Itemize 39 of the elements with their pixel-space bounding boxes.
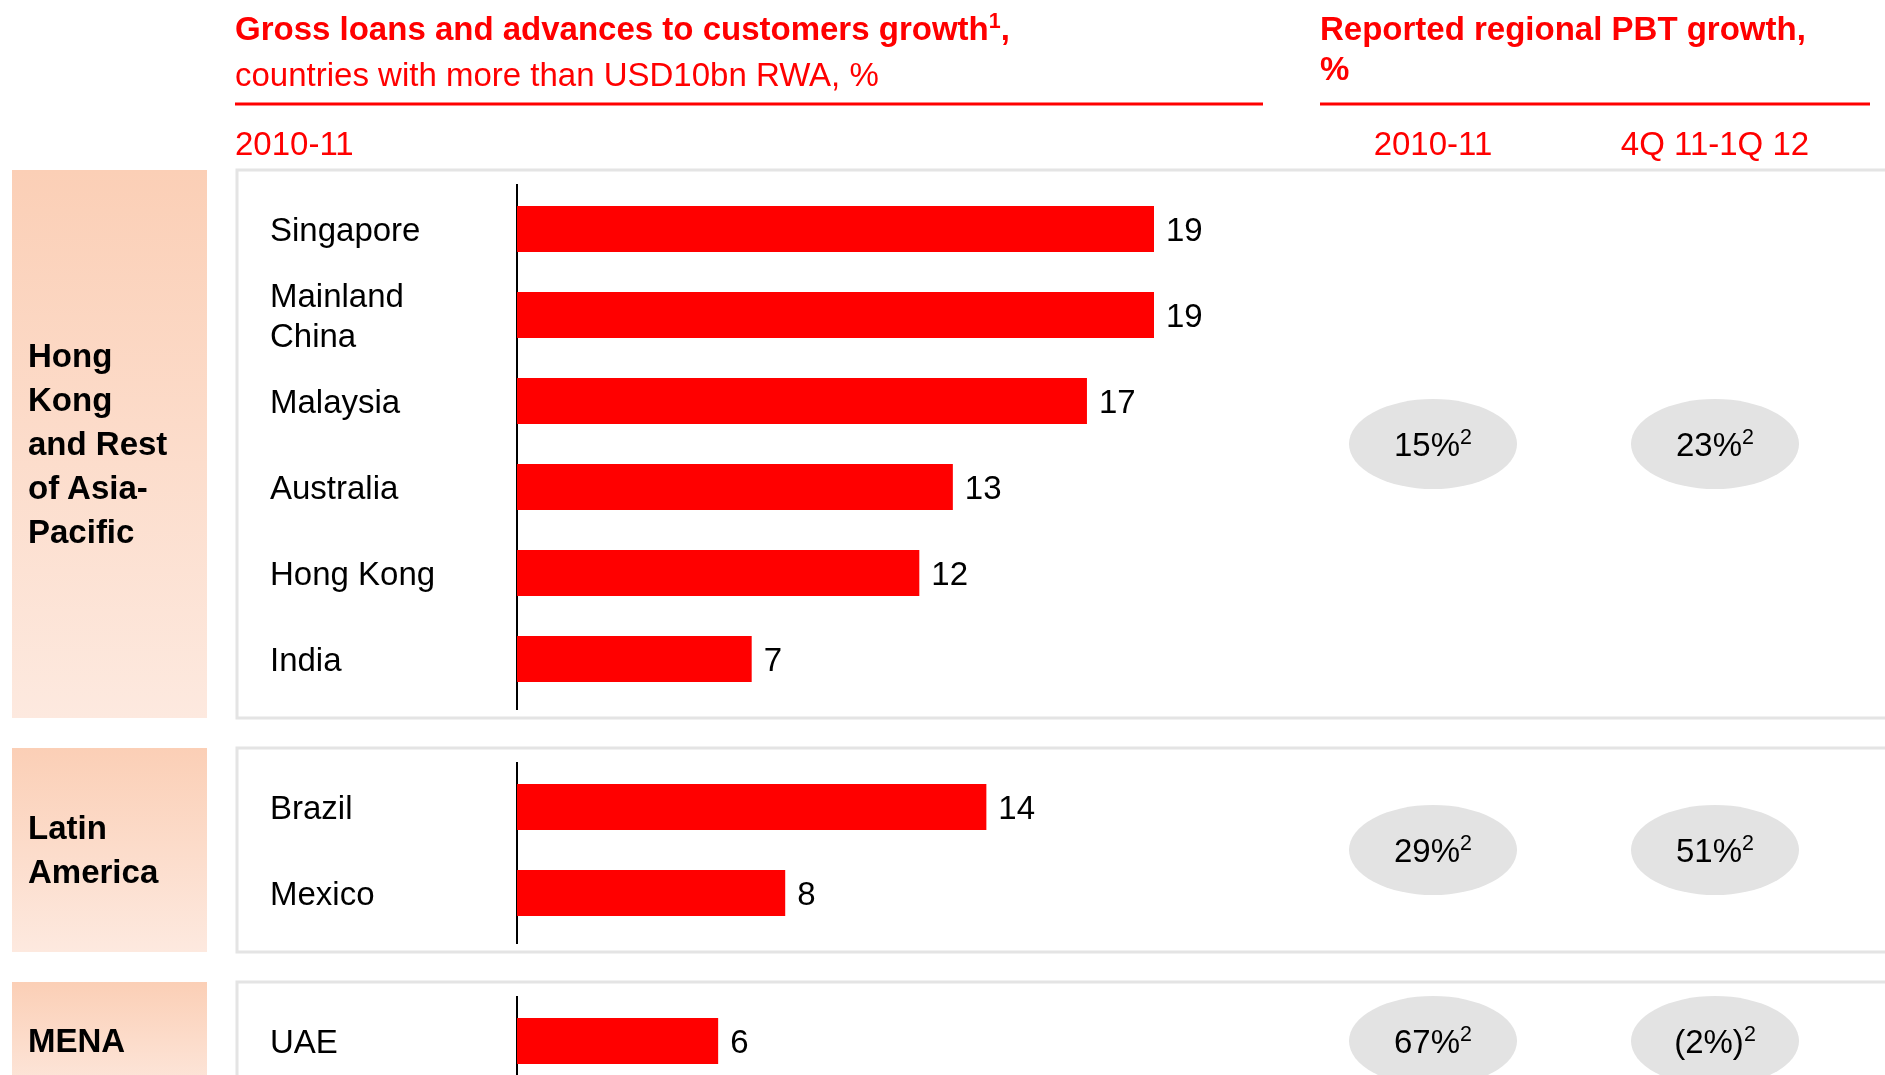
- data-label: 19: [1166, 211, 1203, 248]
- text: Hong Kong and Rest of Asia-Pacific: [28, 337, 168, 550]
- y-tick-label: Mexico: [270, 875, 375, 912]
- bar: [517, 378, 1087, 424]
- text: Latin America: [28, 809, 159, 890]
- y-tick-label: Australia: [270, 469, 400, 506]
- data-label: 8: [797, 875, 816, 912]
- y-tick-label: Brazil: [270, 789, 353, 826]
- text: countries with more than USD10bn RWA, %: [235, 56, 879, 93]
- data-label: 7: [763, 641, 783, 678]
- bar: [517, 292, 1154, 338]
- bar: [517, 550, 920, 596]
- data-label: 6: [730, 1023, 749, 1060]
- y-tick-label: UAE: [270, 1023, 338, 1060]
- text: 15%$^{2}$: [1394, 425, 1472, 463]
- text: 2010-11: [235, 125, 354, 162]
- data-label: 14: [998, 789, 1036, 826]
- y-tick-label: Mainland China: [270, 277, 404, 354]
- text: 4Q 11-1Q 12: [1620, 125, 1810, 162]
- data-label: 19: [1166, 297, 1203, 334]
- y-tick-label: India: [270, 641, 343, 678]
- data-label: 12: [931, 555, 969, 592]
- y-tick-label: Singapore: [270, 211, 421, 248]
- bar: [517, 206, 1154, 252]
- text: (2%)$^{2}$: [1674, 1022, 1756, 1060]
- text: 29%$^{2}$: [1394, 831, 1472, 869]
- text: 2010-11: [1373, 125, 1493, 162]
- y-tick-label: Hong Kong: [270, 555, 436, 592]
- text: 23%$^{2}$: [1676, 425, 1754, 463]
- data-label: 17: [1098, 383, 1136, 420]
- text: 67%$^{2}$: [1394, 1022, 1472, 1060]
- bar: [517, 464, 953, 510]
- bar: [517, 636, 752, 682]
- text: Gross loans and advances to customers growth$^{1}$,: [235, 9, 1010, 47]
- text: 51%$^{2}$: [1676, 831, 1754, 869]
- data-label: 13: [964, 469, 1002, 506]
- text: MENA: [28, 1022, 126, 1059]
- y-tick-label: Malaysia: [270, 383, 401, 420]
- text: Reported regional PBT growth, %: [1320, 10, 1806, 87]
